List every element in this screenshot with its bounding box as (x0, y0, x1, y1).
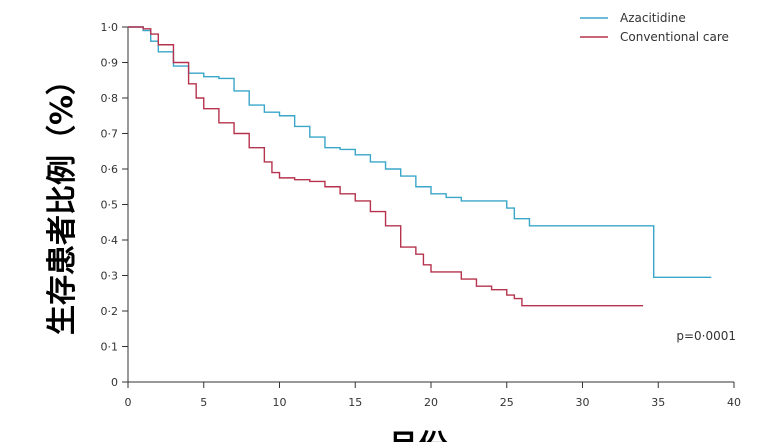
y-tick-label: 0·2 (101, 305, 119, 318)
p-value-annotation: p=0·0001 (676, 329, 736, 343)
x-tick-label: 10 (273, 396, 287, 409)
y-tick-label: 0·9 (101, 57, 119, 70)
y-tick-label: 1·0 (101, 21, 119, 34)
x-tick-label: 40 (727, 396, 741, 409)
y-tick-label: 0·6 (101, 163, 119, 176)
series-lines (128, 26, 712, 307)
x-tick-label: 35 (651, 396, 665, 409)
x-tick-label: 0 (125, 396, 132, 409)
axes: 0 0·1 0·2 0·3 0·4 0·5 0·6 0·7 0·8 0·9 1·0 0 5 10 15 20 2… (101, 21, 742, 409)
legend-label-conventional: Conventional care (620, 30, 729, 44)
series-line-conventional-care (128, 26, 644, 307)
y-tick-label: 0 (111, 376, 118, 389)
x-tick-label: 5 (200, 396, 207, 409)
y-axis-label: 生存患者比例（%） (45, 65, 80, 335)
x-tick-label: 25 (500, 396, 514, 409)
x-axis-label: 月份 (388, 429, 448, 442)
x-tick-label: 30 (576, 396, 590, 409)
x-tick-label: 20 (424, 396, 438, 409)
series-line-azacitidine (128, 26, 712, 278)
y-tick-label: 0·5 (101, 199, 119, 212)
y-tick-label: 0·1 (101, 341, 119, 354)
x-tick-label: 15 (348, 396, 362, 409)
legend: Azacitidine Conventional care (580, 11, 729, 44)
y-tick-label: 0·7 (101, 128, 119, 141)
y-tick-label: 0·3 (101, 270, 119, 283)
y-tick-label: 0·8 (101, 92, 119, 105)
legend-label-azacitidine: Azacitidine (620, 11, 686, 25)
y-tick-label: 0·4 (101, 234, 119, 247)
